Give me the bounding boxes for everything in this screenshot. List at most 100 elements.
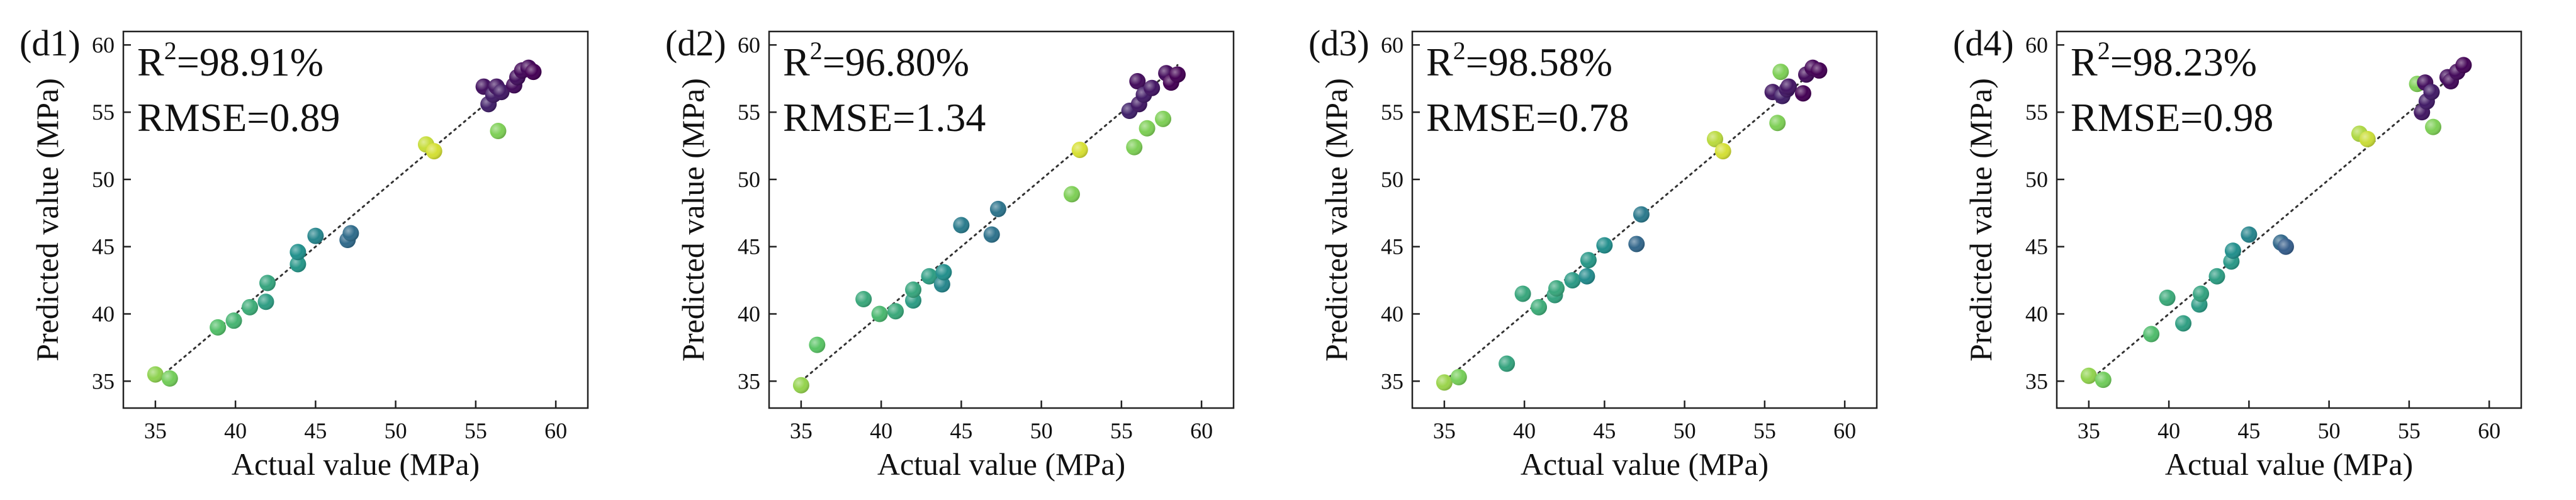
x-tick-label: 50 [1030,418,1053,443]
x-tick-label: 55 [1110,418,1133,443]
data-point-highlight [1129,73,1146,90]
y-tick-label: 50 [92,167,115,192]
rmse-annotation: RMSE=0.89 [137,95,340,140]
data-point-highlight [307,227,324,244]
data-point-highlight [2208,268,2225,285]
x-tick-label: 40 [870,418,892,443]
data-point-highlight [809,336,826,353]
y-tick-label: 40 [92,302,115,327]
data-point-highlight [1531,298,1548,315]
data-point-highlight [1548,280,1565,297]
data-point-highlight [1564,272,1581,289]
data-point-highlight [2359,130,2376,147]
x-tick-label: 35 [2078,418,2100,443]
y-tick-label: 60 [2025,32,2048,57]
r2-superscript: 2 [1453,37,1466,65]
y-tick-label: 55 [738,99,760,125]
r2-symbol: R [1426,40,1453,84]
data-point-highlight [1580,252,1597,269]
data-point-highlight [905,281,922,298]
x-tick-label: 35 [144,418,167,443]
data-point-highlight [2193,285,2210,302]
reference-line [1443,64,1822,382]
data-point-highlight [1769,115,1786,132]
y-tick-label: 55 [1381,99,1403,125]
x-tick-label: 35 [790,418,813,443]
panel-label: (d2) [665,23,726,64]
data-point-highlight [2423,84,2440,101]
plot-frame [768,30,1235,409]
data-point-highlight [1794,85,1811,102]
data-point-highlight [1714,143,1731,160]
data-point-highlight [490,123,507,140]
data-point-highlight [1499,355,1516,372]
r2-value: =96.80% [823,40,969,84]
x-tick-label: 60 [1833,418,1856,443]
r2-value: =98.91% [177,40,323,84]
x-tick-label: 55 [2398,418,2421,443]
x-tick-label: 45 [2237,418,2260,443]
data-point-highlight [871,305,888,322]
y-axis-title: Predicted value (MPa) [1963,78,1998,361]
r2-annotation: R2=96.80% [783,37,969,84]
y-tick-label: 45 [92,234,115,259]
data-point-highlight [1633,206,1650,223]
y-tick-label: 35 [738,368,760,394]
rmse-annotation: RMSE=1.34 [783,95,986,140]
y-axis-title: Predicted value (MPa) [675,78,711,361]
r2-superscript: 2 [810,37,823,65]
y-tick-label: 40 [1381,302,1403,327]
x-axis-title: Actual value (MPa) [2165,446,2413,482]
data-point-highlight [1071,141,1088,158]
x-axis-title: Actual value (MPa) [1521,446,1769,482]
x-tick-label: 45 [304,418,327,443]
rmse-annotation: RMSE=0.78 [1426,95,1629,140]
y-tick-label: 60 [1381,32,1403,57]
x-tick-label: 40 [1513,418,1536,443]
y-tick-label: 60 [92,32,115,57]
plot-frame [2056,30,2523,409]
r2-annotation: R2=98.23% [2071,37,2257,84]
data-point-highlight [1628,236,1645,253]
data-point-highlight [1063,186,1080,203]
data-point-highlight [290,244,307,261]
data-point-highlight [2095,372,2112,389]
y-tick-label: 55 [92,99,115,125]
data-point-highlight [1780,78,1797,95]
data-point-highlight [1139,120,1156,137]
data-point-highlight [2224,242,2241,259]
y-tick-label: 45 [2025,234,2048,259]
data-point-highlight [1706,130,1723,147]
y-tick-label: 40 [2025,302,2048,327]
x-axis-title: Actual value (MPa) [877,446,1125,482]
y-tick-label: 50 [1381,167,1403,192]
data-point-highlight [1596,237,1613,254]
x-tick-label: 40 [224,418,247,443]
x-tick-label: 60 [1190,418,1213,443]
r2-symbol: R [2071,40,2098,84]
x-tick-label: 45 [1593,418,1616,443]
data-point-highlight [1450,368,1467,385]
y-axis-title: Predicted value (MPa) [30,78,65,361]
r2-symbol: R [783,40,810,84]
r2-value: =98.58% [1466,40,1612,84]
y-tick-label: 35 [1381,368,1403,394]
data-point-highlight [2143,326,2160,343]
data-point-highlight [1772,64,1789,81]
x-tick-label: 55 [1753,418,1776,443]
panel-4: 35 40 45 50 55 60 35 40 45 50 55 60 Actual value (MP… [1953,23,2523,482]
r2-value: =98.23% [2110,40,2257,84]
data-point-highlight [953,217,970,234]
x-tick-label: 50 [2318,418,2341,443]
data-point-highlight [792,377,809,394]
data-point-highlight [1126,139,1143,156]
data-point-highlight [1155,110,1172,127]
data-point-highlight [242,298,259,315]
y-tick-label: 35 [92,368,115,394]
y-axis-title: Predicted value (MPa) [1319,78,1354,361]
data-point-highlight [342,225,359,242]
y-tick-label: 60 [738,32,760,57]
panel-1: 35 40 45 50 55 60 35 40 45 50 55 60 Actual value (MP… [20,23,589,482]
data-point-highlight [2080,367,2097,384]
